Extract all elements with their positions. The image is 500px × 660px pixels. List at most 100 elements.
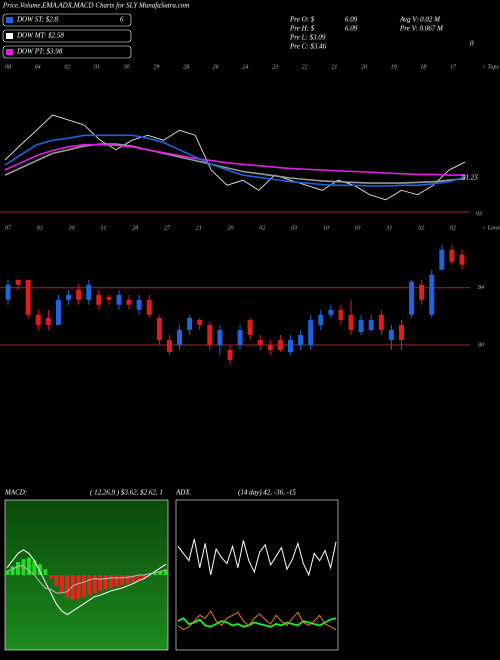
candle-body xyxy=(5,284,11,300)
candle-body xyxy=(35,314,41,325)
histogram-bar xyxy=(103,575,108,590)
histogram-bar xyxy=(32,560,37,575)
candle-body xyxy=(45,317,51,325)
candle-body xyxy=(409,281,415,315)
date-label: 08 xyxy=(5,64,11,70)
histogram-bar xyxy=(37,564,42,575)
histogram-bar xyxy=(54,575,59,586)
candle-body xyxy=(55,299,61,325)
date-label: 28 xyxy=(132,225,138,231)
date-label: 01 xyxy=(94,64,100,70)
histogram-bar xyxy=(10,566,15,575)
candle-body xyxy=(25,279,31,315)
date-label: 04 xyxy=(35,63,41,70)
candle-body xyxy=(187,317,193,330)
legend-note: 6 xyxy=(120,16,124,24)
y-tick-label: 84 xyxy=(478,284,484,291)
series-line xyxy=(4,143,466,184)
candle-body xyxy=(257,339,263,345)
candle-body xyxy=(66,294,72,300)
date-label: 20 xyxy=(361,64,367,70)
series-line xyxy=(177,538,337,577)
legend-box xyxy=(2,13,132,27)
candle-body xyxy=(217,329,223,345)
candle-body xyxy=(166,339,172,352)
candle-body xyxy=(338,309,344,320)
date-label: 03 xyxy=(355,225,361,231)
date-label: 20 xyxy=(228,225,234,231)
histogram-bar xyxy=(158,571,163,575)
candle-body xyxy=(368,319,374,330)
histogram-bar xyxy=(15,562,20,575)
candle-body xyxy=(207,324,213,345)
page-title: Price,Volume,EMA,ADX,MACD Charts for SLY… xyxy=(2,2,189,10)
annotation: 93 xyxy=(476,211,482,217)
histogram-bar xyxy=(98,575,103,591)
info-text: Avg V: 0.02 M xyxy=(399,16,441,24)
histogram-bar xyxy=(114,575,119,587)
candle-body xyxy=(449,249,455,262)
histogram-bar xyxy=(26,557,31,575)
histogram-bar xyxy=(21,559,26,575)
date-label: 02 xyxy=(259,225,265,231)
histogram-bar xyxy=(142,575,147,579)
series-line xyxy=(6,549,167,616)
histogram-bar xyxy=(48,575,53,579)
info-text: Pre H: $ xyxy=(289,25,315,33)
panel-title: ADX xyxy=(175,489,190,497)
date-label: 24 xyxy=(242,63,248,70)
histogram-bar xyxy=(120,575,125,586)
panel-params: (14 day) 42, -36, -15 xyxy=(238,489,296,497)
date-label: 02 xyxy=(64,64,70,70)
date-label: 21 xyxy=(196,225,202,231)
date-label: 03 xyxy=(291,225,297,231)
annotation: 91.23 xyxy=(462,174,478,182)
histogram-bar xyxy=(164,569,168,575)
date-label: 31 xyxy=(99,225,106,231)
date-label: 19 xyxy=(391,64,397,70)
candle-body xyxy=(348,314,354,330)
candle-body xyxy=(318,314,324,325)
histogram-bar xyxy=(125,575,130,584)
histogram-bar xyxy=(87,575,92,596)
candle-body xyxy=(459,254,465,265)
series-line xyxy=(4,114,466,201)
date-label: 29 xyxy=(153,64,159,70)
candle-body xyxy=(419,284,425,300)
candle-body xyxy=(398,324,404,340)
date-label: 17 xyxy=(450,64,457,70)
candle-body xyxy=(439,249,445,270)
info-text: Pre L: $3.09 xyxy=(289,34,326,42)
date-label: 27 xyxy=(164,225,171,231)
series-line xyxy=(177,617,337,628)
y-tick-label: 80 xyxy=(478,342,484,348)
panel-title: MACD: xyxy=(4,489,27,497)
candle-body xyxy=(378,314,384,330)
legend-label: DOW PT: $3.98 xyxy=(16,48,63,56)
candle-body xyxy=(388,329,394,340)
side-label: < Tops xyxy=(482,64,499,70)
histogram-bar xyxy=(5,571,9,575)
candle-body xyxy=(287,339,293,352)
candle-body xyxy=(328,309,334,315)
candle-body xyxy=(247,319,253,335)
date-label: 21 xyxy=(331,64,337,70)
series-line xyxy=(6,565,167,594)
date-label: 23 xyxy=(272,64,278,70)
candle-body xyxy=(298,334,304,345)
series-line xyxy=(4,143,465,176)
histogram-bar xyxy=(43,569,48,575)
date-label: 02 xyxy=(418,225,424,231)
histogram-bar xyxy=(65,575,70,599)
candle-body xyxy=(237,329,243,345)
candle-body xyxy=(136,299,142,310)
info-text: Pre O: $ xyxy=(289,16,315,24)
legend-label: DOW ST: $2.8 xyxy=(16,16,59,24)
histogram-bar xyxy=(76,575,81,599)
info-text: 6.09 xyxy=(345,25,358,33)
candle-body xyxy=(197,319,203,325)
candle-body xyxy=(76,289,82,300)
date-label: 26 xyxy=(213,64,219,70)
